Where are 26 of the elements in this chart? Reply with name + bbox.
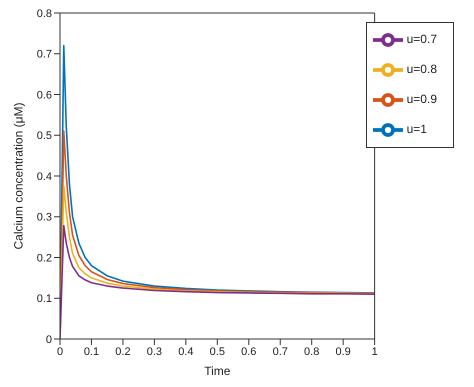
x-tick-label: 0.8 xyxy=(304,346,320,358)
x-axis-title: Time xyxy=(204,364,231,378)
x-tick-label: 0.9 xyxy=(336,346,351,358)
x-tick-label: 0 xyxy=(56,346,64,358)
x-tick-label: 0.2 xyxy=(115,346,131,358)
y-tick-label: 0.5 xyxy=(36,130,52,142)
x-tick-label: 0.1 xyxy=(84,346,100,358)
x-tick-label: 0.4 xyxy=(178,346,194,358)
legend-label: u=0.8 xyxy=(406,62,437,76)
y-tick-label: 0.3 xyxy=(36,212,52,224)
x-tick-label: 1 xyxy=(372,346,378,358)
legend-label: u=0.9 xyxy=(406,92,437,106)
x-tick-label: 0.7 xyxy=(272,346,288,358)
y-tick-label: 0.8 xyxy=(36,8,52,20)
y-axis-title: Calcium concentration (μM) xyxy=(11,102,26,250)
y-tick-label: 0.4 xyxy=(36,170,52,183)
y-tick-label: 0.1 xyxy=(36,293,52,306)
x-tick-label: 0.3 xyxy=(146,346,162,358)
y-tick-label: 0 xyxy=(46,334,52,346)
y-tick-label: 0.7 xyxy=(36,48,52,61)
legend-label: u=1 xyxy=(406,122,427,136)
y-tick-label: 0.6 xyxy=(36,89,52,102)
legend-label: u=0.7 xyxy=(406,32,437,46)
x-tick-label: 0.6 xyxy=(241,346,256,358)
y-tick-label: 0.2 xyxy=(36,252,52,264)
x-tick-label: 0.5 xyxy=(210,346,225,358)
